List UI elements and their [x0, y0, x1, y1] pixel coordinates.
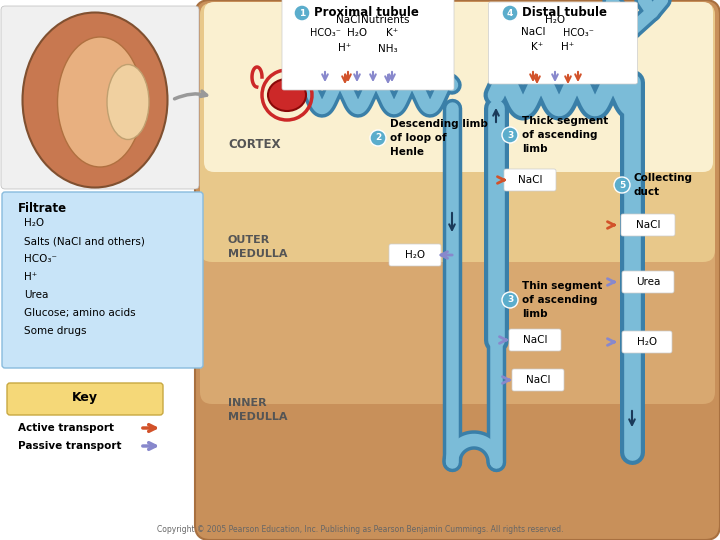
- Text: K⁺: K⁺: [531, 42, 543, 52]
- Text: INNER
MEDULLA: INNER MEDULLA: [228, 399, 287, 422]
- Text: Thick segment
of ascending
limb: Thick segment of ascending limb: [522, 116, 608, 154]
- Text: Urea: Urea: [636, 277, 660, 287]
- Text: HCO₃⁻: HCO₃⁻: [24, 254, 57, 264]
- Text: H₂O: H₂O: [405, 250, 425, 260]
- Ellipse shape: [107, 64, 149, 139]
- FancyBboxPatch shape: [621, 214, 675, 236]
- FancyBboxPatch shape: [622, 271, 674, 293]
- Text: HCO₃⁻: HCO₃⁻: [310, 28, 341, 38]
- Text: Descending limb
of loop of
Henle: Descending limb of loop of Henle: [390, 119, 488, 157]
- Text: Passive transport: Passive transport: [18, 441, 122, 451]
- Text: H₂O: H₂O: [637, 337, 657, 347]
- FancyBboxPatch shape: [512, 369, 564, 391]
- Circle shape: [614, 177, 630, 193]
- Text: Active transport: Active transport: [18, 423, 114, 433]
- Text: 4: 4: [507, 9, 513, 17]
- FancyBboxPatch shape: [488, 2, 637, 84]
- Text: NaCl: NaCl: [523, 335, 547, 345]
- Text: 5: 5: [619, 180, 625, 190]
- Text: K⁺: K⁺: [386, 28, 398, 38]
- Text: HCO₃⁻: HCO₃⁻: [562, 28, 593, 38]
- FancyBboxPatch shape: [195, 0, 720, 540]
- Ellipse shape: [58, 37, 143, 167]
- Text: 3: 3: [507, 131, 513, 139]
- Circle shape: [370, 130, 386, 146]
- Circle shape: [294, 5, 310, 21]
- Text: 1: 1: [299, 9, 305, 17]
- Text: Copyright © 2005 Pearson Education, Inc. Publishing as Pearson Benjamin Cummings: Copyright © 2005 Pearson Education, Inc.…: [157, 525, 563, 534]
- Text: NaCl: NaCl: [636, 220, 660, 230]
- Text: H₂O: H₂O: [347, 28, 367, 38]
- Circle shape: [502, 127, 518, 143]
- FancyBboxPatch shape: [204, 2, 713, 172]
- Text: H₂O: H₂O: [545, 15, 565, 25]
- Text: NaCl: NaCl: [521, 27, 545, 37]
- FancyBboxPatch shape: [2, 192, 203, 368]
- Text: NaCl: NaCl: [518, 175, 542, 185]
- Text: OUTER
MEDULLA: OUTER MEDULLA: [228, 235, 287, 259]
- FancyBboxPatch shape: [504, 169, 556, 191]
- Text: Some drugs: Some drugs: [24, 326, 86, 336]
- FancyBboxPatch shape: [282, 0, 454, 90]
- Text: NaCl: NaCl: [526, 375, 550, 385]
- Text: NH₃: NH₃: [378, 44, 398, 54]
- Circle shape: [502, 292, 518, 308]
- Text: H⁺: H⁺: [562, 42, 575, 52]
- Text: Key: Key: [72, 390, 98, 403]
- Text: Glucose; amino acids: Glucose; amino acids: [24, 308, 135, 318]
- FancyBboxPatch shape: [509, 329, 561, 351]
- Circle shape: [502, 5, 518, 21]
- FancyBboxPatch shape: [7, 383, 163, 415]
- Text: H⁺: H⁺: [24, 272, 37, 282]
- Ellipse shape: [268, 79, 306, 111]
- FancyBboxPatch shape: [622, 331, 672, 353]
- Text: Proximal tubule: Proximal tubule: [314, 6, 419, 19]
- Text: 2: 2: [375, 133, 381, 143]
- FancyBboxPatch shape: [200, 3, 715, 262]
- FancyBboxPatch shape: [200, 3, 715, 404]
- Text: NaCl: NaCl: [336, 15, 360, 25]
- Text: Filtrate: Filtrate: [18, 202, 67, 215]
- Text: Thin segment
of ascending
limb: Thin segment of ascending limb: [522, 281, 603, 319]
- FancyBboxPatch shape: [1, 6, 199, 189]
- Text: Salts (NaCl and others): Salts (NaCl and others): [24, 236, 145, 246]
- Text: CORTEX: CORTEX: [228, 138, 281, 152]
- Text: Collecting
duct: Collecting duct: [634, 173, 693, 197]
- Text: H⁺: H⁺: [338, 43, 351, 53]
- Text: Distal tubule: Distal tubule: [522, 6, 607, 19]
- FancyBboxPatch shape: [389, 244, 441, 266]
- Text: H₂O: H₂O: [24, 218, 44, 228]
- Text: Urea: Urea: [24, 290, 48, 300]
- Text: 3: 3: [507, 295, 513, 305]
- Text: Nutrients: Nutrients: [361, 15, 409, 25]
- Ellipse shape: [22, 12, 168, 187]
